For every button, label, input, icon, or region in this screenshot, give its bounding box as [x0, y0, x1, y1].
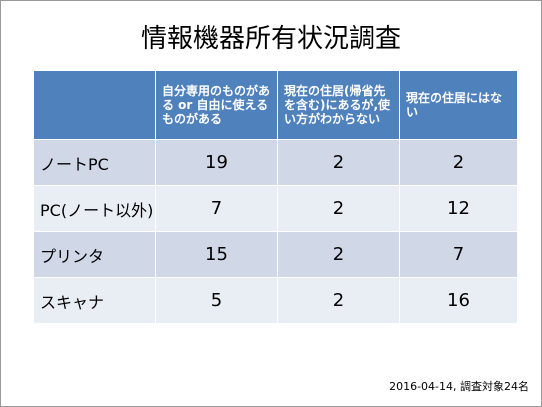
table-cell: 2: [277, 139, 400, 186]
row-label: スキャナ: [33, 277, 156, 324]
header-cell-none: 現在の住居にはない: [399, 70, 518, 140]
table-header-row: 自分専用のものがある or 自由に使えるものがある 現在の住居(帰省先を含む)に…: [33, 70, 518, 140]
table-row: スキャナ 5 2 16: [33, 277, 518, 324]
ownership-table: 自分専用のものがある or 自由に使えるものがある 現在の住居(帰省先を含む)に…: [33, 70, 518, 324]
table-row: プリンタ 15 2 7: [33, 231, 518, 278]
header-corner-cell: [33, 70, 156, 140]
table-cell: 7: [155, 185, 278, 232]
table-cell: 2: [277, 277, 400, 324]
table-cell: 16: [399, 277, 518, 324]
table-cell: 19: [155, 139, 278, 186]
table-cell: 2: [399, 139, 518, 186]
row-label: ノートPC: [33, 139, 156, 186]
table-cell: 2: [277, 185, 400, 232]
row-label: プリンタ: [33, 231, 156, 278]
table-cell: 2: [277, 231, 400, 278]
table-row: PC(ノート以外) 7 2 12: [33, 185, 518, 232]
table-cell: 12: [399, 185, 518, 232]
header-cell-home-unknown: 現在の住居(帰省先を含む)にあるが,使い方がわからない: [277, 70, 400, 140]
table-cell: 5: [155, 277, 278, 324]
footer-note: 2016-04-14, 調査対象24名: [389, 380, 529, 393]
table-cell: 7: [399, 231, 518, 278]
table-cell: 15: [155, 231, 278, 278]
slide-title: 情報機器所有状況調査: [140, 24, 401, 54]
header-cell-own: 自分専用のものがある or 自由に使えるものがある: [155, 70, 278, 140]
table-row: ノートPC 19 2 2: [33, 139, 518, 186]
row-label: PC(ノート以外): [33, 185, 156, 232]
